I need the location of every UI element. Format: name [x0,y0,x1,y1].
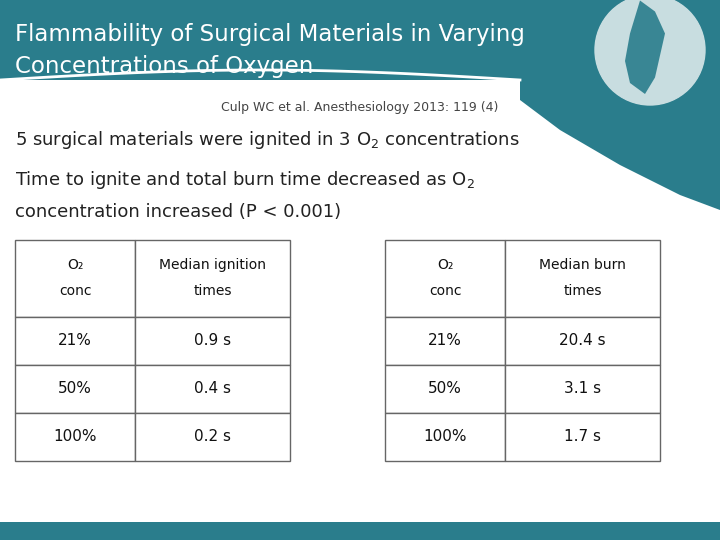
Text: 20.4 s: 20.4 s [559,333,606,348]
Text: 1.7 s: 1.7 s [564,429,601,444]
Polygon shape [520,0,720,210]
Text: 100%: 100% [53,429,96,444]
Text: 100%: 100% [423,429,467,444]
Bar [135,317,290,365]
Text: times: times [563,285,602,299]
Text: Median ignition: Median ignition [159,258,266,272]
Bar [15,365,135,413]
Text: Flammability of Surgical Materials in Varying: Flammability of Surgical Materials in Va… [15,24,525,46]
Bar [385,365,505,413]
Circle shape [595,0,705,105]
Bar [15,317,135,365]
Text: Median burn: Median burn [539,258,626,272]
Text: 21%: 21% [428,333,462,348]
Bar [385,413,505,461]
Text: times: times [193,285,232,299]
Text: 50%: 50% [58,381,92,396]
Text: Time to ignite and total burn time decreased as O$_2$: Time to ignite and total burn time decre… [15,169,474,191]
Bar [0,0,720,80]
Text: Concentrations of Oxygen: Concentrations of Oxygen [15,56,313,78]
Text: 0.4 s: 0.4 s [194,381,231,396]
Text: O₂: O₂ [67,258,84,272]
Bar [385,240,505,317]
Polygon shape [625,1,665,94]
Text: 5 surgical materials were ignited in 3 O$_2$ concentrations: 5 surgical materials were ignited in 3 O… [15,129,520,151]
Bar [505,365,660,413]
Bar [0,522,720,540]
Text: 0.9 s: 0.9 s [194,333,231,348]
Circle shape [590,0,710,110]
Text: conc: conc [428,285,462,299]
Bar [135,240,290,317]
Bar [505,317,660,365]
Text: 0.2 s: 0.2 s [194,429,231,444]
Bar [505,240,660,317]
Circle shape [595,0,705,105]
Bar [505,413,660,461]
Bar [135,365,290,413]
Text: O₂: O₂ [437,258,453,272]
Text: 50%: 50% [428,381,462,396]
Text: Culp WC et al. Anesthesiology 2013: 119 (4): Culp WC et al. Anesthesiology 2013: 119 … [221,102,499,114]
Text: 3.1 s: 3.1 s [564,381,601,396]
Bar [135,413,290,461]
Text: conc: conc [59,285,91,299]
Bar [15,240,135,317]
Text: concentration increased (P < 0.001): concentration increased (P < 0.001) [15,203,341,221]
Text: 21%: 21% [58,333,92,348]
Bar [385,317,505,365]
Bar [15,413,135,461]
